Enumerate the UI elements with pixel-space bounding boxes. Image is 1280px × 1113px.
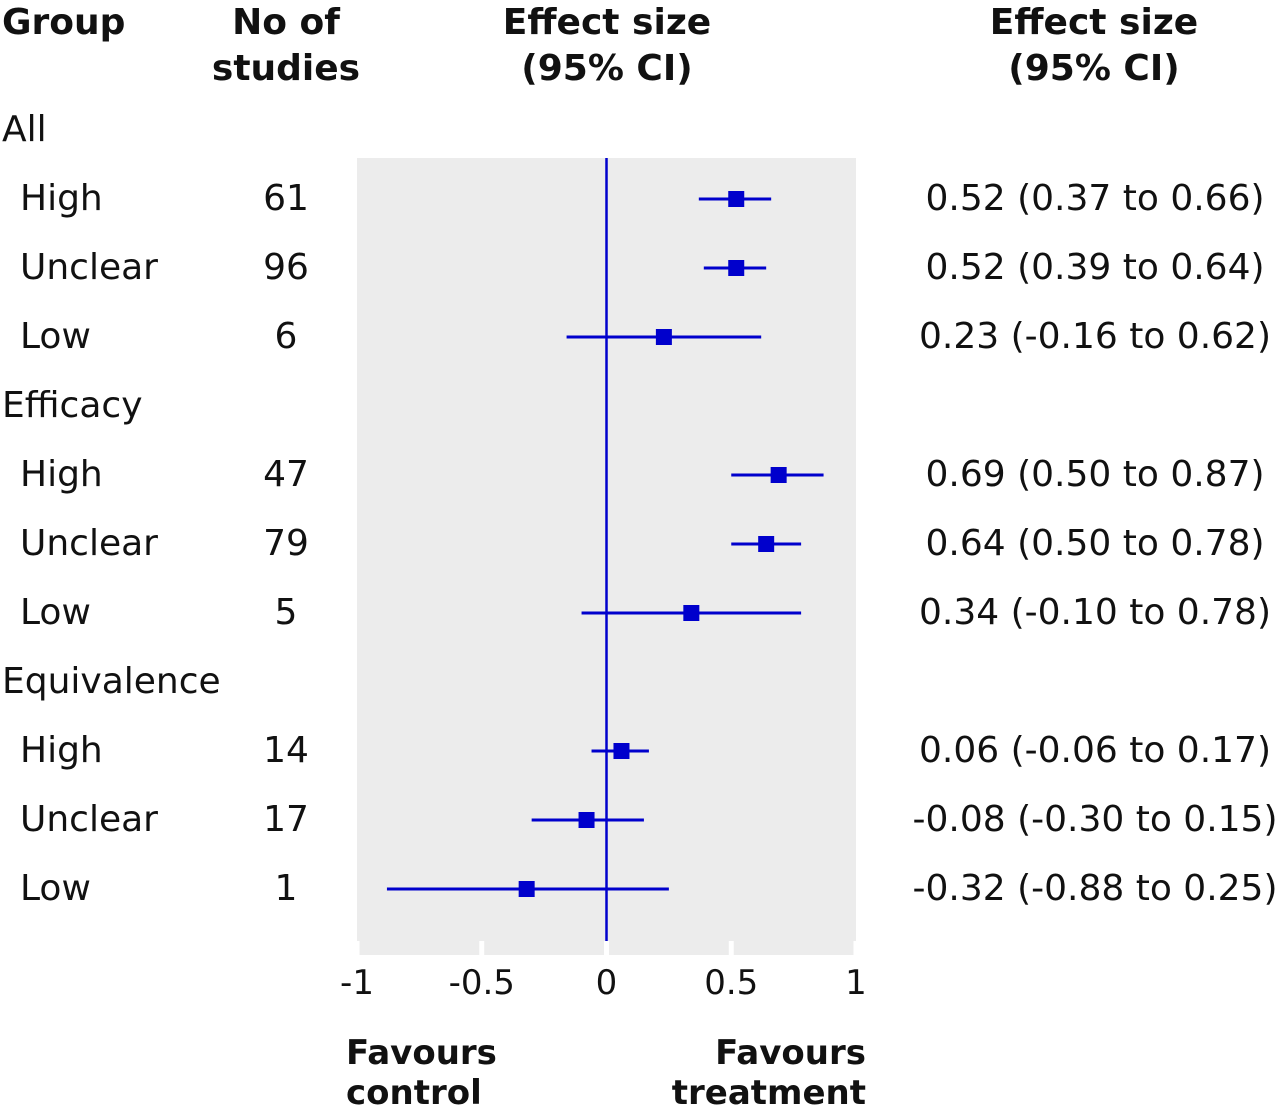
- row-label: Unclear: [20, 247, 158, 288]
- row-study-count: 47: [263, 454, 309, 495]
- header-n: No of studies: [196, 0, 376, 92]
- row-effect-size-text: 0.52 (0.39 to 0.64): [925, 247, 1265, 288]
- row-label: Low: [20, 868, 91, 909]
- row-label: High: [20, 730, 103, 771]
- point-estimate-marker: [655, 329, 672, 345]
- group-heading: Efficacy: [2, 385, 143, 426]
- header-n-line2: studies: [211, 48, 361, 89]
- row-study-count: 79: [263, 523, 309, 564]
- header-effect-size: Effect size (95% CI): [457, 0, 757, 92]
- row-effect-size-text: 0.64 (0.50 to 0.78): [925, 523, 1265, 564]
- header-group-label: Group: [2, 2, 126, 43]
- point-estimate-marker: [578, 812, 595, 828]
- row-label: Unclear: [20, 523, 158, 564]
- row-study-count: 6: [274, 316, 298, 357]
- row-label: Unclear: [20, 799, 158, 840]
- group-heading: All: [2, 109, 47, 150]
- row-effect-size-text: 0.23 (-0.16 to 0.62): [918, 316, 1272, 357]
- row-effect-size-text: 0.06 (-0.06 to 0.17): [918, 730, 1272, 771]
- row-effect-size-text: 0.34 (-0.10 to 0.78): [918, 592, 1272, 633]
- row-effect-size-text: 0.69 (0.50 to 0.87): [925, 454, 1265, 495]
- x-tick-label: 0: [595, 963, 618, 1003]
- point-estimate-marker: [770, 467, 787, 483]
- row-effect-size-text: 0.52 (0.37 to 0.66): [925, 178, 1265, 219]
- row-label: High: [20, 454, 103, 495]
- header-n-line1: No of: [232, 2, 340, 43]
- row-study-count: 14: [263, 730, 309, 771]
- x-tick-label: -0.5: [448, 963, 515, 1003]
- point-estimate-marker: [758, 536, 775, 552]
- row-study-count: 5: [274, 592, 298, 633]
- favours-treatment-label: Favours treatment: [620, 1033, 866, 1113]
- favours-control-line1: Favours: [346, 1033, 497, 1073]
- header-effect-size-text-line1: Effect size: [989, 2, 1199, 43]
- row-effect-size-text: -0.08 (-0.30 to 0.15): [912, 799, 1278, 840]
- point-estimate-marker: [683, 605, 700, 621]
- row-effect-size-text: -0.32 (-0.88 to 0.25): [912, 868, 1278, 909]
- x-tick-label: 1: [845, 963, 867, 1003]
- row-study-count: 17: [263, 799, 309, 840]
- header-effect-size-text-line2: (95% CI): [1008, 48, 1180, 89]
- point-estimate-marker: [613, 743, 630, 759]
- x-tick-label: -1: [340, 963, 374, 1003]
- point-estimate-marker: [728, 260, 745, 276]
- favours-treatment-line1: Favours: [715, 1033, 866, 1073]
- header-group: Group: [2, 0, 125, 46]
- row-study-count: 1: [274, 868, 298, 909]
- row-label: Low: [20, 316, 91, 357]
- row-label: Low: [20, 592, 91, 633]
- header-effect-size-text: Effect size (95% CI): [944, 0, 1244, 92]
- row-label: High: [20, 178, 103, 219]
- header-effect-size-line1: Effect size: [502, 2, 712, 43]
- favours-control-label: Favours control: [346, 1033, 497, 1113]
- point-estimate-marker: [728, 191, 745, 207]
- group-heading: Equivalence: [2, 661, 221, 702]
- favours-treatment-line2: treatment: [671, 1073, 866, 1113]
- header-effect-size-line2: (95% CI): [521, 48, 693, 89]
- row-study-count: 96: [263, 247, 309, 288]
- favours-control-line2: control: [346, 1073, 482, 1113]
- point-estimate-marker: [518, 881, 535, 897]
- x-tick-label: 0.5: [704, 963, 759, 1003]
- row-study-count: 61: [263, 178, 309, 219]
